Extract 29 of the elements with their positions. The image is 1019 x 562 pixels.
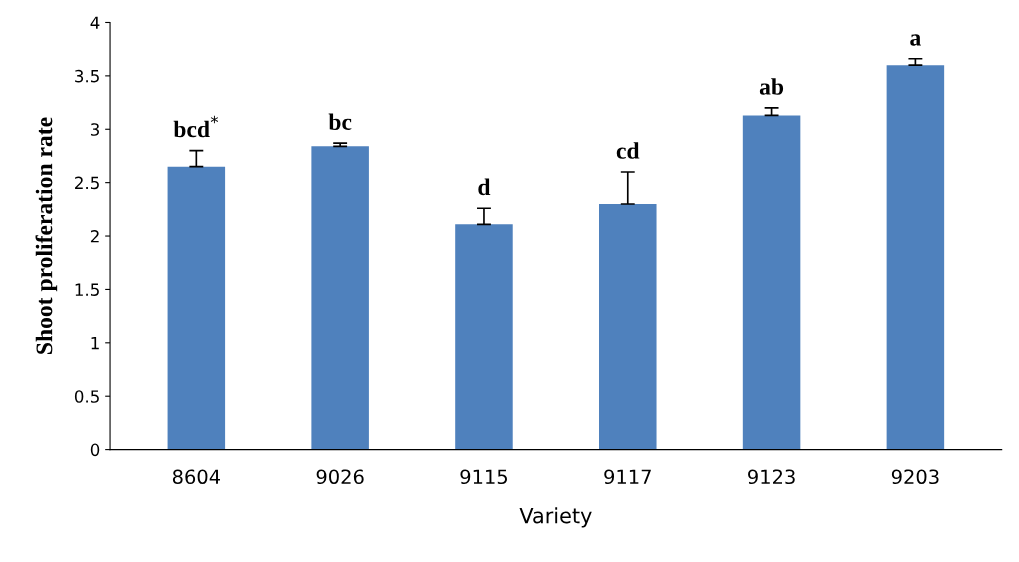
y-tick-label: 1.5 bbox=[75, 283, 99, 296]
y-tick-label: 1 bbox=[91, 337, 99, 350]
annotation: bc bbox=[328, 113, 352, 131]
bar bbox=[455, 224, 513, 450]
bar bbox=[311, 146, 369, 450]
y-axis-title: Shoot proliferation rate bbox=[35, 117, 58, 354]
y-tick-label: 4 bbox=[90, 16, 100, 29]
bar bbox=[886, 65, 945, 450]
y-tick-label: 0.5 bbox=[74, 390, 99, 403]
annotation: cd bbox=[616, 142, 640, 159]
annotation: bcd$^{*}$ bbox=[173, 115, 219, 138]
x-tick-label: 9026 bbox=[316, 469, 364, 485]
y-tick-label: 3.5 bbox=[75, 69, 99, 83]
y-tick-label: 0 bbox=[90, 443, 100, 457]
bar bbox=[742, 115, 801, 450]
bar bbox=[599, 204, 657, 450]
annotation: a bbox=[910, 34, 921, 46]
x-tick-label: 8604 bbox=[172, 469, 220, 485]
annotation: ab bbox=[759, 78, 784, 95]
x-tick-label: 9117 bbox=[604, 469, 651, 485]
x-axis-title: Variety bbox=[519, 507, 592, 528]
x-tick-label: 9203 bbox=[891, 469, 939, 485]
bar bbox=[167, 166, 226, 450]
x-tick-label: 9115 bbox=[460, 469, 507, 485]
y-tick-label: 3 bbox=[91, 123, 99, 136]
annotation: d bbox=[478, 178, 491, 196]
y-tick-label: 2 bbox=[90, 230, 99, 243]
x-tick-label: 9123 bbox=[748, 469, 795, 485]
y-tick-label: 2.5 bbox=[75, 176, 99, 190]
